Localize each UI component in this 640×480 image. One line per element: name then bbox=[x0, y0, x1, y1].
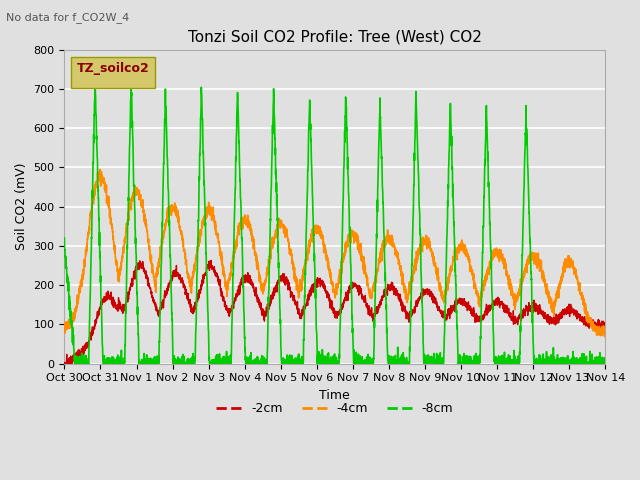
X-axis label: Time: Time bbox=[319, 389, 350, 402]
Legend: -2cm, -4cm, -8cm: -2cm, -4cm, -8cm bbox=[211, 397, 458, 420]
Text: No data for f_CO2W_4: No data for f_CO2W_4 bbox=[6, 12, 130, 23]
Y-axis label: Soil CO2 (mV): Soil CO2 (mV) bbox=[15, 163, 28, 251]
Title: Tonzi Soil CO2 Profile: Tree (West) CO2: Tonzi Soil CO2 Profile: Tree (West) CO2 bbox=[188, 29, 482, 44]
